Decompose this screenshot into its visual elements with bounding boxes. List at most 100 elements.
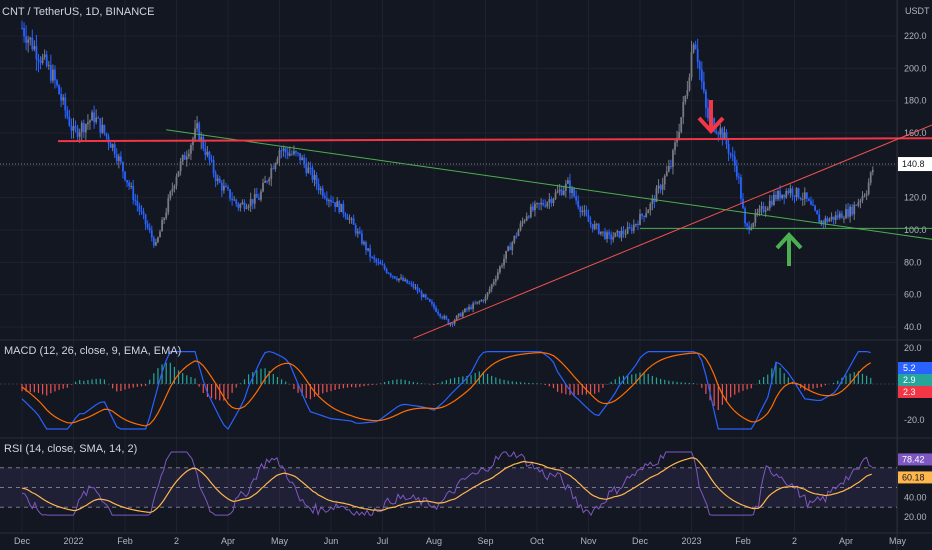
candle-body	[284, 148, 287, 153]
candle-body	[713, 118, 716, 131]
candle-body	[212, 160, 215, 174]
candle-body	[282, 148, 285, 151]
candle-body	[288, 153, 291, 156]
candle-body	[632, 224, 635, 231]
candle-body	[49, 65, 52, 81]
candle-body	[202, 136, 205, 149]
candle-body	[509, 246, 512, 251]
candle-body	[606, 232, 608, 239]
candle-body	[171, 188, 174, 192]
rsi-line	[21, 450, 872, 517]
candle-body	[152, 237, 155, 246]
candle-body	[369, 248, 372, 257]
candle-body	[39, 60, 42, 63]
candle-body	[89, 120, 91, 123]
candle-body	[579, 207, 582, 213]
candle-body	[861, 196, 864, 201]
candle-body	[525, 216, 528, 221]
candle-body	[519, 223, 522, 231]
candle-body	[737, 176, 740, 178]
candle-body	[616, 231, 619, 233]
rsi-value-label-bg	[898, 453, 932, 466]
candle-body	[838, 213, 841, 218]
candle-body	[663, 175, 666, 185]
candle-body	[185, 156, 188, 160]
rsi-title: RSI (14, close, SMA, 14, 2)	[4, 443, 138, 455]
last-price-label: 140.8	[902, 159, 925, 169]
y-tick-label: 220.0	[904, 31, 927, 41]
candle-body	[93, 112, 95, 123]
candle-body	[453, 320, 456, 324]
candle-body	[744, 208, 746, 224]
candle-body	[56, 80, 58, 86]
candle-body	[492, 281, 495, 285]
candle-body	[670, 165, 672, 167]
candle-body	[280, 150, 283, 152]
resistance-line	[166, 129, 932, 240]
candle-body	[406, 279, 409, 284]
candle-body	[688, 77, 691, 91]
candle-body	[264, 180, 266, 183]
candle-body	[286, 152, 289, 156]
candle-body	[824, 218, 827, 224]
candle-body	[480, 300, 483, 302]
candle-body	[822, 220, 825, 224]
candle-body	[597, 224, 600, 234]
candle-body	[630, 227, 633, 231]
candle-body	[859, 200, 862, 203]
main-chart-title: CNT / TetherUS, 1D, BINANCE	[2, 6, 155, 18]
candle-body	[381, 264, 384, 266]
candle-body	[484, 296, 487, 302]
candle-body	[575, 196, 578, 201]
candle-body	[225, 185, 227, 188]
candle-body	[591, 223, 594, 230]
candle-body	[702, 81, 705, 92]
candle-body	[41, 57, 44, 63]
candle-body	[35, 46, 38, 60]
candle-body	[698, 62, 701, 70]
candle-body	[531, 206, 534, 211]
y-tick-label: 60.0	[904, 290, 922, 300]
candle-body	[398, 278, 400, 281]
candle-body	[554, 192, 557, 199]
candle-body	[803, 192, 806, 200]
candle-body	[60, 94, 63, 101]
candle-body	[676, 138, 678, 143]
candle-body	[799, 197, 802, 200]
candle-body	[770, 200, 773, 205]
candle-body	[746, 223, 749, 226]
candle-body	[529, 206, 532, 218]
y-tick-label: 80.0	[904, 257, 922, 267]
candle-body	[556, 191, 559, 193]
candle-body	[31, 37, 34, 50]
candle-body	[857, 202, 860, 206]
candle-body	[604, 231, 606, 239]
candle-body	[80, 123, 83, 133]
macd-value-label-bg	[898, 386, 932, 398]
x-tick-label: Apr	[221, 536, 235, 546]
candle-body	[227, 187, 229, 190]
candle-body	[550, 199, 553, 204]
candle-body	[791, 188, 794, 196]
candle-body	[659, 185, 662, 190]
candle-body	[64, 97, 67, 111]
candle-body	[389, 273, 392, 276]
candle-body	[358, 231, 361, 234]
candle-body	[253, 193, 256, 204]
candle-body	[276, 159, 279, 164]
candle-body	[735, 165, 738, 177]
candle-body	[507, 246, 510, 251]
candle-body	[589, 221, 592, 224]
candle-body	[443, 316, 446, 319]
candle-body	[760, 206, 763, 209]
candle-body	[764, 210, 767, 212]
candle-body	[272, 168, 275, 170]
candle-body	[216, 178, 219, 181]
candle-body	[293, 151, 295, 155]
candle-body	[496, 272, 499, 279]
candle-body	[855, 204, 858, 206]
candle-body	[175, 176, 178, 186]
horizontal-resistance-line	[58, 137, 932, 143]
candle-body	[247, 206, 250, 208]
